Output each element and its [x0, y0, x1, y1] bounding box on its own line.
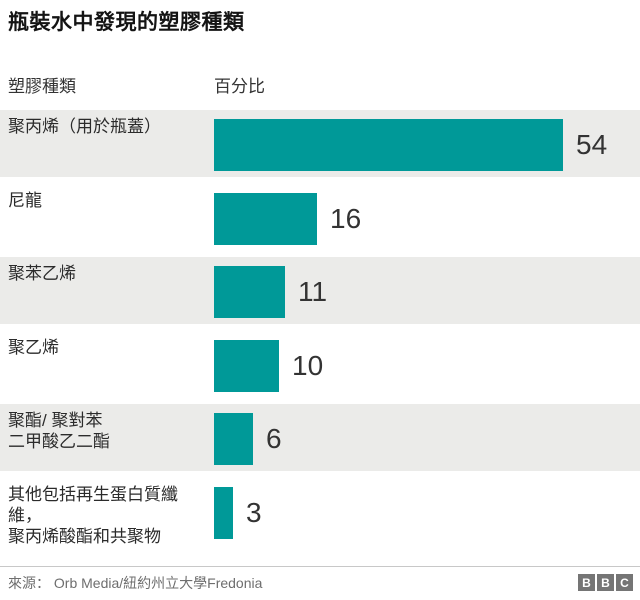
- chart-row: 其他包括再生蛋白質纖維， 聚丙烯酸酯和共聚物 3: [0, 478, 640, 552]
- value-label: 6: [266, 423, 282, 454]
- value-label: 16: [330, 202, 362, 234]
- chart-row: 聚乙烯 10: [0, 331, 640, 405]
- bar: [214, 486, 233, 539]
- row-band: [0, 404, 640, 471]
- category-label-line: 其他包括再生蛋白質纖維，: [8, 484, 178, 525]
- bbc-logo-block: B: [597, 574, 614, 591]
- row-band: [0, 257, 640, 324]
- category-label: 聚酯/ 聚對苯 二甲酸乙二酯: [8, 410, 110, 452]
- bar: [214, 413, 253, 465]
- category-label-line: 聚丙烯酸酯和共聚物: [8, 526, 161, 546]
- footer-divider: [0, 566, 640, 567]
- bar: [214, 339, 279, 392]
- category-label: 聚乙烯: [8, 337, 59, 358]
- chart-row: 聚丙烯（用於瓶蓋） 54: [0, 110, 640, 184]
- bbc-logo: B B C: [578, 574, 633, 591]
- category-label: 尼龍: [8, 190, 42, 211]
- category-label: 其他包括再生蛋白質纖維， 聚丙烯酸酯和共聚物: [8, 484, 208, 547]
- category-label-line: 尼龍: [8, 190, 42, 210]
- value-label: 11: [298, 276, 328, 307]
- value-label: 54: [576, 129, 608, 160]
- category-label: 聚苯乙烯: [8, 263, 76, 284]
- category-label-line: 聚苯乙烯: [8, 264, 76, 283]
- category-label-line: 聚乙烯: [8, 337, 59, 357]
- value-label: 3: [246, 496, 262, 528]
- chart-row: 聚酯/ 聚對苯 二甲酸乙二酯 6: [0, 404, 640, 478]
- column-headers: 塑膠種類 百分比: [0, 72, 640, 96]
- category-label-line: 聚酯/ 聚對苯: [8, 411, 103, 430]
- category-label-line: 二甲酸乙二酯: [8, 432, 110, 451]
- bbc-logo-block: C: [616, 574, 633, 591]
- bbc-logo-block: B: [578, 574, 595, 591]
- chart-row: 聚苯乙烯 11: [0, 257, 640, 331]
- value-label: 10: [292, 349, 324, 381]
- source-text: 來源： Orb Media/紐約州立大學Fredonia: [8, 575, 263, 591]
- bar: [214, 266, 285, 318]
- category-label: 聚丙烯（用於瓶蓋）: [8, 116, 161, 137]
- chart-title: 瓶裝水中發現的塑膠種類: [8, 11, 245, 34]
- bar-chart: 聚丙烯（用於瓶蓋） 54 尼龍 16 聚苯乙烯: [0, 110, 640, 551]
- bar: [214, 192, 317, 245]
- column-header-percent: 百分比: [214, 77, 265, 96]
- category-label-line: 聚丙烯（用於瓶蓋）: [8, 117, 161, 136]
- column-header-category: 塑膠種類: [8, 77, 76, 96]
- chart-row: 尼龍 16: [0, 184, 640, 258]
- bar: [214, 119, 563, 171]
